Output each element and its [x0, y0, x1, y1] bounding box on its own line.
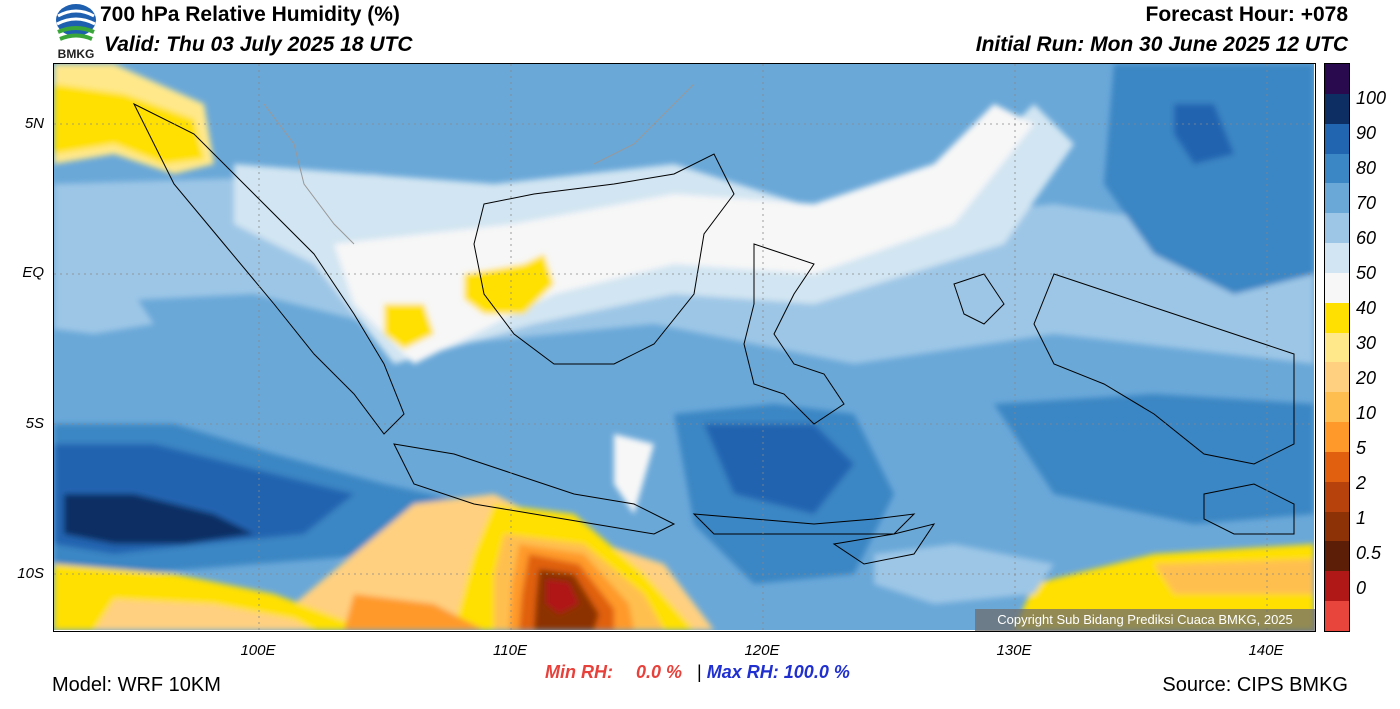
colorbar-segment: [1325, 93, 1349, 125]
initial-run: Initial Run: Mon 30 June 2025 12 UTC: [975, 33, 1348, 56]
colorbar-segment: [1325, 302, 1349, 334]
colorbar-label: 70: [1356, 193, 1377, 213]
humidity-field: [54, 64, 1314, 630]
lon-label-130e: 130E: [996, 642, 1032, 659]
colorbar-label: 30: [1356, 333, 1377, 353]
max-rh-value: 100.0 %: [783, 662, 850, 682]
bmkg-logo: BMKG: [52, 2, 100, 61]
colorbar-label: 2: [1356, 473, 1367, 493]
lon-label-100e: 100E: [240, 642, 276, 659]
colorbar-segment: [1325, 541, 1349, 572]
colorbar-label: 90: [1356, 123, 1377, 143]
lon-label-110e: 110E: [493, 642, 527, 659]
colorbar-segment: [1325, 422, 1349, 453]
colorbar-segment: [1325, 571, 1349, 602]
colorbar-segment: [1325, 451, 1349, 483]
lon-label-140e: 140E: [1248, 642, 1284, 659]
colorbar-segment: [1325, 243, 1349, 274]
max-rh-label: Max RH:: [706, 662, 779, 682]
min-rh-value: 0.0 %: [636, 662, 683, 682]
bmkg-logo-icon: BMKG: [56, 4, 96, 61]
colorbar: [1324, 63, 1350, 632]
source-label: Source: CIPS BMKG: [1162, 674, 1348, 696]
colorbar-segment: [1325, 332, 1349, 363]
valid-time: Valid: Thu 03 July 2025 18 UTC: [104, 33, 413, 56]
logo-text: BMKG: [58, 47, 95, 60]
colorbar-segment: [1325, 183, 1349, 214]
model-label: Model: WRF 10KM: [52, 674, 221, 696]
lon-label-120e: 120E: [744, 642, 780, 659]
colorbar-label: 10: [1356, 403, 1377, 423]
colorbar-segment: [1325, 481, 1349, 513]
copyright-notice: Copyright Sub Bidang Prediksi Cuaca BMKG…: [975, 609, 1315, 631]
humidity-map: [53, 63, 1316, 632]
colorbar-segment: [1325, 362, 1349, 393]
colorbar-segment: [1325, 392, 1349, 423]
lat-label-10s: 10S: [17, 565, 44, 582]
min-rh-label: Min RH:: [545, 662, 613, 682]
forecast-hour: Forecast Hour: +078: [1145, 3, 1349, 26]
colorbar-label: 60: [1356, 228, 1377, 248]
colorbar-label: 5: [1356, 438, 1367, 458]
colorbar-segment: [1325, 511, 1349, 542]
lat-label-5s: 5S: [25, 415, 44, 432]
colorbar-segment: [1325, 153, 1349, 184]
colorbar-label: 80: [1356, 158, 1377, 178]
colorbar-label: 1: [1356, 508, 1367, 528]
colorbar-segment: [1325, 123, 1349, 154]
lat-label-eq: EQ: [22, 264, 44, 281]
lat-label-5n: 5N: [24, 115, 44, 132]
colorbar-segment: [1325, 601, 1349, 632]
map-title: 700 hPa Relative Humidity (%): [100, 3, 400, 26]
colorbar-segment: [1325, 64, 1349, 95]
colorbar-segment: [1325, 213, 1349, 244]
colorbar-label: 50: [1356, 263, 1377, 283]
colorbar-label: 0: [1356, 578, 1367, 598]
stats-separator: |: [697, 662, 702, 682]
colorbar-label: 20: [1356, 368, 1377, 388]
rh-stats: Min RH: 0.0 % | Max RH: 100.0 %: [545, 662, 850, 683]
colorbar-segment: [1325, 272, 1349, 304]
colorbar-label: 40: [1356, 298, 1377, 318]
colorbar-label: 0.5: [1356, 543, 1382, 563]
colorbar-label: 100: [1356, 88, 1387, 108]
